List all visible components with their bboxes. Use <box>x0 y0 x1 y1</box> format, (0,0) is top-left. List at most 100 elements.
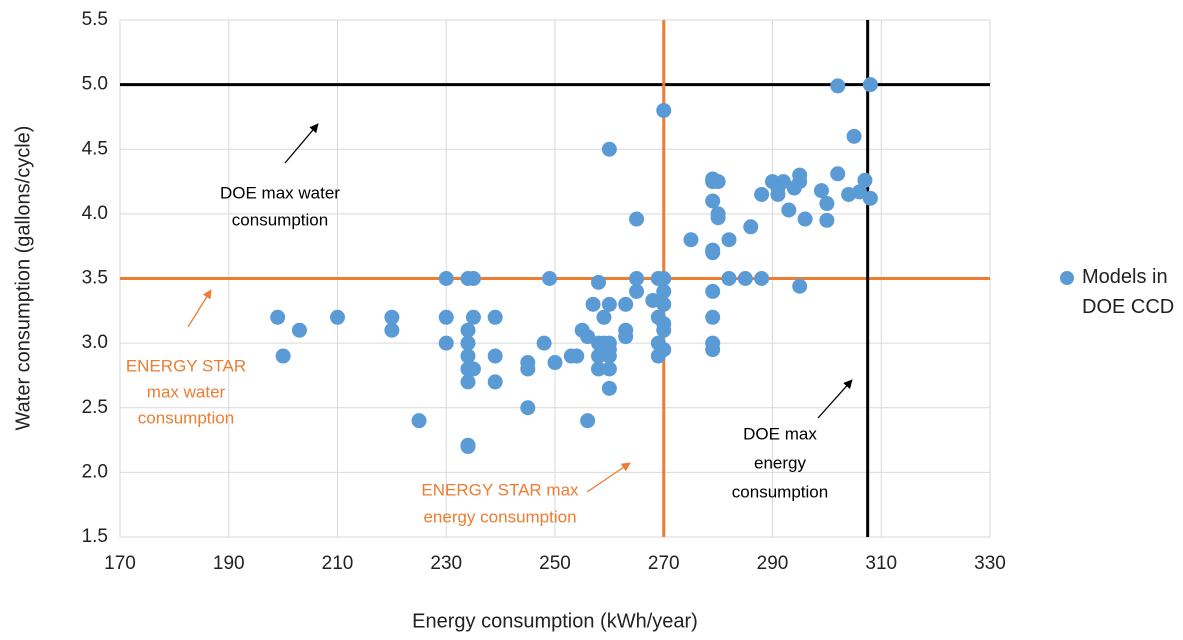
data-point <box>683 232 699 248</box>
y-tick-label: 4.0 <box>82 203 108 224</box>
data-point <box>601 361 617 377</box>
data-point <box>601 380 617 396</box>
annotation-arrow <box>817 379 853 419</box>
annotation-arrow <box>284 123 319 164</box>
data-point <box>580 413 596 429</box>
annotation-text: DOE max <box>743 424 817 443</box>
data-point <box>629 283 645 299</box>
data-point <box>460 437 476 453</box>
data-point <box>656 102 672 118</box>
data-point <box>601 348 617 364</box>
data-point <box>547 355 563 371</box>
data-point <box>520 400 536 416</box>
data-point <box>487 309 503 325</box>
data-point <box>384 309 400 325</box>
data-point <box>656 322 672 338</box>
legend-item: Models in DOE CCD <box>1060 262 1175 322</box>
data-point <box>438 335 454 351</box>
data-point <box>487 348 503 364</box>
data-point <box>601 296 617 312</box>
data-point <box>710 174 726 190</box>
data-point <box>270 309 286 325</box>
legend-marker <box>1060 271 1074 285</box>
data-point <box>819 212 835 228</box>
annotation-text: energy consumption <box>423 507 576 526</box>
data-point <box>819 196 835 212</box>
x-tick-label: 250 <box>539 553 571 574</box>
data-point <box>705 193 721 209</box>
y-tick-label: 3.0 <box>82 332 108 353</box>
annotation-text: consumption <box>138 408 234 427</box>
data-point <box>438 271 454 286</box>
annotation-text: max water <box>147 382 226 401</box>
data-point <box>743 219 759 235</box>
data-point <box>770 186 786 202</box>
data-point <box>569 348 585 364</box>
data-point <box>487 374 503 390</box>
annotation-text: consumption <box>232 210 328 229</box>
y-tick-label: 5.0 <box>82 74 108 95</box>
data-point <box>542 271 558 286</box>
y-tick-label: 5.5 <box>82 9 108 30</box>
data-point <box>705 245 721 261</box>
x-tick-label: 210 <box>322 553 354 574</box>
y-tick-label: 2.0 <box>82 461 108 482</box>
x-tick-label: 330 <box>974 553 1006 574</box>
data-point <box>591 348 606 364</box>
data-point <box>656 283 672 299</box>
data-point <box>656 342 672 358</box>
data-point <box>384 322 400 338</box>
data-point <box>601 141 617 157</box>
data-point <box>721 271 737 286</box>
data-point <box>291 322 307 338</box>
x-tick-label: 270 <box>648 553 680 574</box>
data-point <box>580 329 596 345</box>
data-point <box>460 374 476 390</box>
x-tick-label: 230 <box>430 553 462 574</box>
data-point <box>754 186 770 202</box>
y-tick-label: 2.5 <box>82 397 108 418</box>
data-point <box>705 309 721 325</box>
data-point <box>596 309 612 325</box>
data-point <box>792 174 808 190</box>
data-point <box>862 77 878 93</box>
x-tick-label: 310 <box>865 553 897 574</box>
x-axis-label: Energy consumption (kWh/year) <box>412 610 698 632</box>
data-point <box>465 361 481 377</box>
data-point <box>710 210 726 226</box>
data-point <box>775 174 791 190</box>
data-point <box>754 271 770 286</box>
x-tick-label: 190 <box>213 553 245 574</box>
annotation-arrow <box>187 289 212 328</box>
data-point <box>721 232 737 248</box>
data-point <box>792 278 808 294</box>
data-point <box>618 329 634 345</box>
data-point <box>411 413 427 429</box>
data-point <box>813 183 829 199</box>
data-point <box>585 296 601 312</box>
data-point <box>846 128 862 144</box>
data-point <box>656 271 672 286</box>
y-tick-label: 3.5 <box>82 268 108 289</box>
data-point <box>330 309 345 325</box>
data-point <box>830 78 846 94</box>
data-point <box>781 202 797 218</box>
data-point <box>629 211 645 227</box>
data-point <box>460 348 476 364</box>
y-tick-label: 1.5 <box>82 526 108 547</box>
data-point <box>797 211 813 227</box>
data-point <box>591 361 606 377</box>
annotation-text: ENERGY STAR max <box>421 480 579 499</box>
data-point <box>465 309 481 325</box>
data-point <box>737 271 753 286</box>
legend-label: Models in DOE CCD <box>1082 266 1175 318</box>
data-point <box>536 335 552 351</box>
legend: Models in DOE CCD <box>1060 262 1175 322</box>
y-axis-label: Water consumption (gallons/cycle) <box>12 126 34 431</box>
annotation-text: consumption <box>732 482 828 501</box>
data-point <box>705 342 721 358</box>
data-point <box>830 166 846 182</box>
data-point <box>465 271 481 286</box>
